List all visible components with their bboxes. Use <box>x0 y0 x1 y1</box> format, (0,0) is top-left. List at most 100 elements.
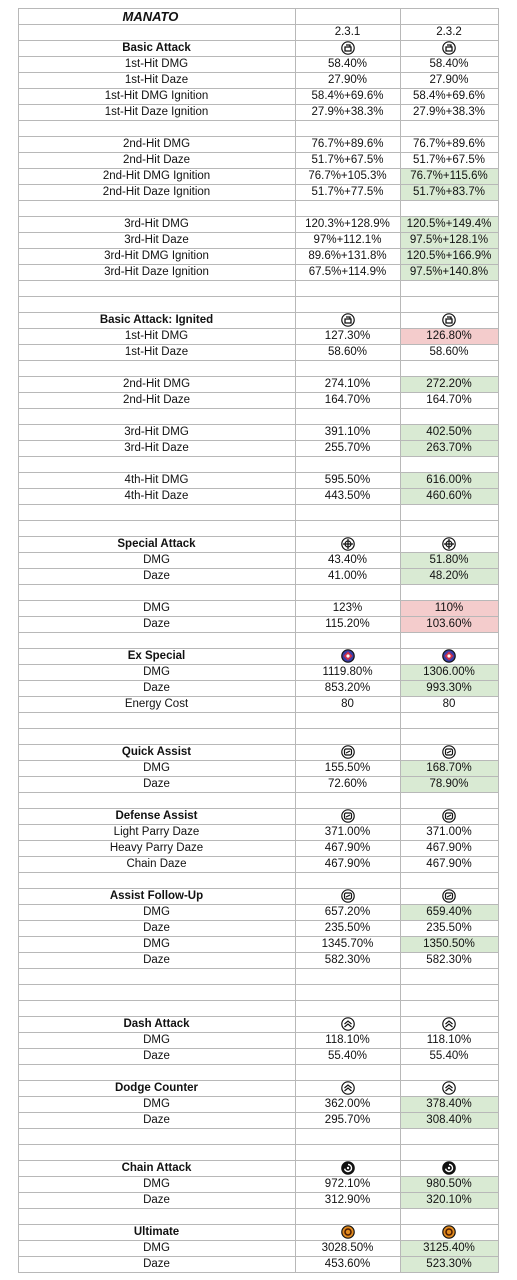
old-value: 120.3%+128.9% <box>294 216 401 234</box>
new-value: 659.40% <box>399 904 499 922</box>
stat-label: 1st-Hit DMG <box>17 328 296 346</box>
skill-icon <box>340 1161 355 1176</box>
new-value: 126.80% <box>399 328 499 346</box>
icon-cell <box>399 1016 499 1034</box>
old-value: 1119.80% <box>294 664 401 682</box>
cell <box>399 712 499 730</box>
stat-label: Light Parry Daze <box>17 824 296 842</box>
row: 4th-Hit Daze 443.50% 460.60% <box>0 488 499 506</box>
row: Daze 582.30% 582.30% <box>0 952 499 970</box>
cell <box>399 728 499 746</box>
new-value: 308.40% <box>399 1112 499 1130</box>
row <box>0 712 499 730</box>
new-value: 51.7%+83.7% <box>399 184 499 202</box>
cell <box>399 584 499 602</box>
stat-label: DMG <box>17 552 296 570</box>
icon-cell <box>294 1224 401 1242</box>
old-value: 97%+112.1% <box>294 232 401 250</box>
new-value: 467.90% <box>399 840 499 858</box>
gutter <box>0 440 19 457</box>
gutter <box>0 408 19 425</box>
row <box>0 632 499 650</box>
new-value: 120.5%+149.4% <box>399 216 499 234</box>
new-value: 48.20% <box>399 568 499 586</box>
row <box>0 1128 499 1146</box>
icon-cell <box>399 808 499 826</box>
gutter <box>0 1064 19 1081</box>
row <box>0 1144 499 1162</box>
new-value: 235.50% <box>399 920 499 938</box>
old-value: 72.60% <box>294 776 401 794</box>
new-value: 371.00% <box>399 824 499 842</box>
row: 2nd-Hit DMG Ignition 76.7%+105.3% 76.7%+11… <box>0 168 499 186</box>
gutter <box>0 840 19 857</box>
gutter <box>0 648 19 665</box>
stat-label: 3rd-Hit DMG <box>17 216 296 234</box>
stat-label: 3rd-Hit Daze <box>17 440 296 458</box>
row: DMG 1119.80% 1306.00% <box>0 664 499 682</box>
cell <box>294 632 401 650</box>
row: 3rd-Hit Daze Ignition 67.5%+114.9% 97.5%+1… <box>0 264 499 282</box>
cell <box>399 632 499 650</box>
cell <box>17 408 296 426</box>
gutter <box>0 40 19 57</box>
new-value: 168.70% <box>399 760 499 778</box>
old-value: 115.20% <box>294 616 401 634</box>
cell <box>17 632 296 650</box>
old-value: 123% <box>294 600 401 618</box>
new-value: 120.5%+166.9% <box>399 248 499 266</box>
gutter <box>0 360 19 377</box>
old-value: 972.10% <box>294 1176 401 1194</box>
cell <box>399 984 499 1002</box>
new-value: 263.70% <box>399 440 499 458</box>
stat-label: DMG <box>17 664 296 682</box>
stat-label: 3rd-Hit DMG Ignition <box>17 248 296 266</box>
gutter <box>0 568 19 585</box>
gutter <box>0 1112 19 1129</box>
stat-label: 4th-Hit Daze <box>17 488 296 506</box>
gutter <box>0 184 19 201</box>
row <box>0 408 499 426</box>
gutter <box>0 872 19 889</box>
gutter <box>0 376 19 393</box>
row: DMG 3028.50% 3125.40% <box>0 1240 499 1258</box>
new-value: 51.7%+67.5% <box>399 152 499 170</box>
skill-icon <box>442 745 456 759</box>
row <box>0 584 499 602</box>
old-value: 3028.50% <box>294 1240 401 1258</box>
row: 4th-Hit DMG 595.50% 616.00% <box>0 472 499 490</box>
row: Chain Attack <box>0 1160 499 1178</box>
icon-cell <box>294 744 401 762</box>
icon-cell <box>294 312 401 330</box>
cell <box>294 456 401 474</box>
row: Daze 55.40% 55.40% <box>0 1048 499 1066</box>
skill-icon <box>340 1017 355 1032</box>
row: 1st-Hit Daze 27.90% 27.90% <box>0 72 499 90</box>
skill-icon <box>442 537 456 551</box>
gutter <box>0 504 19 521</box>
gutter <box>0 488 19 505</box>
icon-cell <box>399 1160 499 1178</box>
cell <box>17 24 296 41</box>
row: 2nd-Hit Daze Ignition 51.7%+77.5% 51.7%+83… <box>0 184 499 202</box>
stat-label: 2nd-Hit DMG Ignition <box>17 168 296 186</box>
row: Defense Assist <box>0 808 499 826</box>
icon-cell <box>294 39 401 58</box>
cell <box>294 280 401 298</box>
gutter <box>0 88 19 105</box>
gutter <box>0 200 19 217</box>
cell <box>399 360 499 378</box>
icon-cell <box>399 39 499 58</box>
cell <box>17 456 296 474</box>
row: MANATO <box>0 8 499 25</box>
stat-label: 1st-Hit Daze <box>17 344 296 362</box>
stat-label: Daze <box>17 776 296 794</box>
gutter <box>0 328 19 345</box>
gutter <box>0 664 19 681</box>
new-value: 402.50% <box>399 424 499 442</box>
gutter <box>0 984 19 1001</box>
cell <box>17 504 296 522</box>
cell <box>17 584 296 602</box>
section-title: Dash Attack <box>17 1016 296 1034</box>
cell <box>17 1208 296 1226</box>
